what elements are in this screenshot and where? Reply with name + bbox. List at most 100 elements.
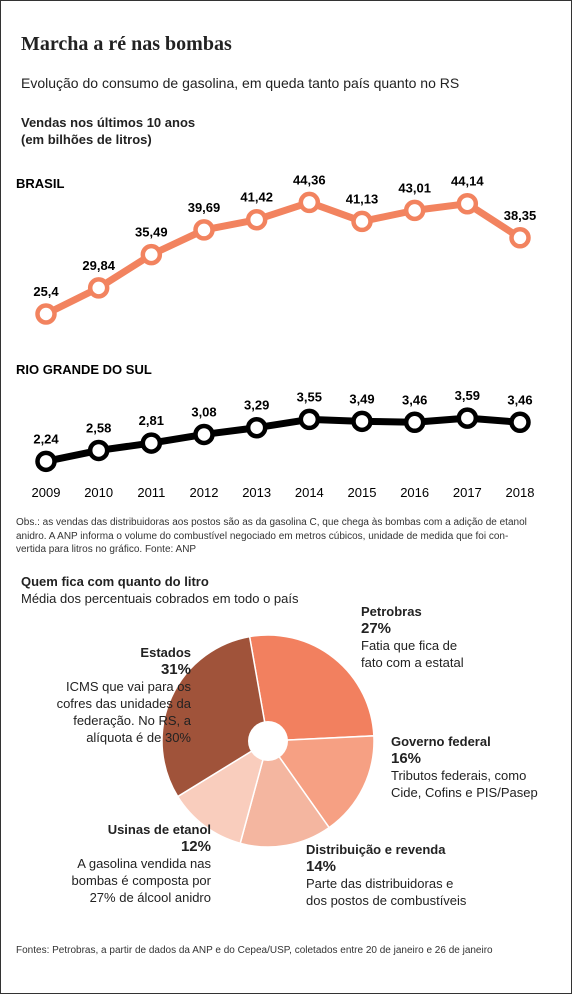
data-label: 2,81 [139, 413, 164, 428]
data-point [35, 450, 57, 473]
data-label: 41,42 [240, 190, 273, 205]
data-point [351, 210, 373, 233]
data-label: 3,29 [244, 398, 269, 413]
slice-value: 16% [391, 750, 422, 767]
data-label: 35,49 [135, 225, 168, 240]
data-point [193, 219, 215, 241]
slice-description: cofres das unidades da [56, 696, 191, 711]
data-label: 29,84 [82, 258, 115, 273]
data-label: 44,14 [451, 174, 484, 189]
slice-name: Estados [140, 645, 191, 660]
data-point [140, 243, 163, 266]
data-label: 41,13 [346, 191, 379, 206]
slice-description: Tributos federais, como [391, 768, 527, 783]
data-label: 3,59 [455, 388, 480, 403]
series-line [44, 198, 522, 318]
x-tick-label: 2010 [84, 485, 113, 500]
pie-slice [248, 634, 375, 742]
section-title-line: Vendas nos últimos 10 anos [21, 115, 196, 130]
slice-label: Petrobras 27% Fatia que fica de fato com a … [361, 603, 464, 671]
slice-value: 14% [306, 858, 337, 875]
x-tick-label: 2014 [295, 485, 324, 500]
data-point [403, 199, 426, 222]
x-tick-label: 2016 [400, 485, 429, 500]
note-line: anidro. A ANP informa o volume do combus… [16, 530, 509, 542]
pie-subtitle: Média dos percentuais cobrados em todo o… [21, 591, 299, 606]
data-label: 39,69 [188, 200, 221, 215]
slice-value: 12% [180, 838, 211, 855]
pie-slice [266, 735, 375, 829]
data-label: 3,46 [507, 392, 532, 407]
slice-description: alíquota é de 30% [86, 730, 191, 745]
data-point [87, 277, 110, 299]
series-label: BRASIL [16, 176, 64, 191]
data-label: 2,58 [86, 420, 111, 435]
pie-title: Quem fica com quanto do litro [21, 574, 209, 589]
data-point [403, 411, 426, 434]
slice-name: Petrobras [361, 604, 422, 619]
series-label: RIO GRANDE DO SUL [16, 362, 152, 377]
slice-description: ICMS que vai para os [65, 679, 191, 694]
x-tick-label: 2017 [453, 485, 482, 500]
pie-slice [176, 739, 270, 845]
x-tick-label: 2013 [242, 485, 271, 500]
slice-value: 31% [160, 661, 191, 678]
slice-value: 27% [361, 620, 392, 637]
data-point [298, 191, 321, 214]
x-tick-label: 2012 [190, 485, 219, 500]
slice-description: Parte das distribuidoras e [306, 876, 454, 891]
data-point [456, 407, 479, 429]
data-label: 3,08 [191, 404, 216, 419]
slice-description: bombas é composta por [71, 873, 211, 888]
data-point [35, 303, 57, 325]
slice-name: Usinas de etanol [107, 822, 211, 837]
pie-hole [248, 721, 288, 761]
pie-slice [161, 635, 269, 798]
x-tick-label: 2009 [32, 485, 61, 500]
data-point [140, 432, 163, 454]
section-title-line: (em bilhões de litros) [21, 132, 152, 147]
note-line: vertida para litros no gráfico. Fonte: A… [16, 544, 197, 555]
data-point [298, 408, 321, 431]
data-point [87, 439, 110, 462]
data-point [509, 411, 531, 434]
slice-name: Distribuição e revenda [306, 842, 446, 857]
data-label: 44,36 [293, 172, 326, 187]
data-point [509, 227, 531, 249]
slice-description: fato com a estatal [361, 655, 464, 670]
slice-description: dos postos de combustíveis [306, 893, 467, 908]
note-line: Obs.: as vendas das distribuidoras aos p… [16, 517, 527, 528]
note: Obs.: as vendas das distribuidoras aos p… [16, 516, 527, 557]
title: Marcha a ré nas bombas [21, 33, 232, 55]
series-line [45, 414, 521, 465]
x-tick-label: 2018 [506, 485, 535, 500]
data-label: 3,49 [349, 391, 374, 406]
x-tick-label: 2015 [348, 485, 377, 500]
subtitle: Evolução do consumo de gasolina, em qued… [21, 75, 460, 91]
data-label: 43,01 [398, 180, 431, 195]
data-point [245, 416, 268, 439]
data-label: 3,46 [402, 392, 427, 407]
data-label: 3,55 [297, 389, 322, 404]
data-label: 2,24 [33, 431, 59, 446]
data-point [245, 208, 268, 231]
data-point [193, 423, 215, 446]
slice-description: A gasolina vendida nas [77, 856, 211, 871]
slice-label: Distribuição e revenda 14% Parte das distr… [306, 841, 466, 909]
slice-description: Cide, Cofins e PIS/Pasep [391, 785, 538, 800]
data-label: 25,4 [33, 284, 59, 299]
slice-description: federação. No RS, a [73, 713, 191, 728]
sources: Fontes: Petrobras, a partir de dados da … [16, 945, 493, 956]
x-tick-label: 2011 [137, 485, 165, 500]
slice-label: Estados 31% ICMS que vai para os cofres das… [57, 644, 191, 746]
data-point [351, 410, 373, 433]
slice-label: Usinas de etanol 12% A gasolina vendida na… [72, 821, 211, 906]
slice-name: Governo federal [391, 734, 491, 749]
slice-description: 27% de álcool anidro [89, 890, 211, 905]
slice-label: Governo federal 16% Tributos federais, com… [391, 733, 538, 801]
slice-description: Fatia que fica de [361, 638, 458, 653]
pie-slice [239, 739, 331, 848]
data-point [456, 192, 479, 215]
